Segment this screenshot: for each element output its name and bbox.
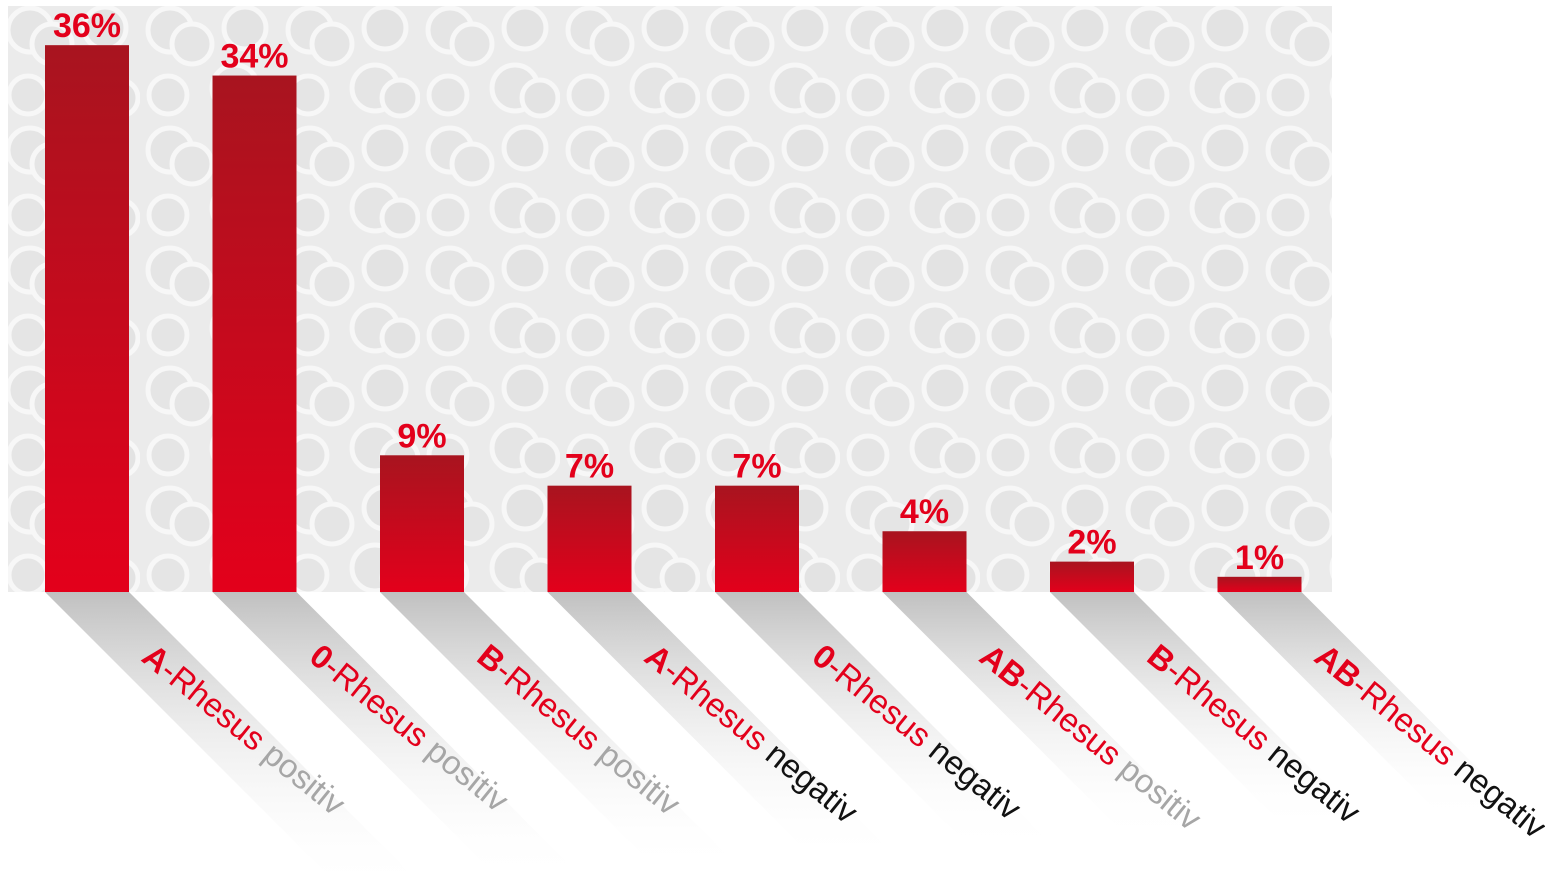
label-shadow-band xyxy=(380,592,744,872)
value-label: 2% xyxy=(1067,524,1116,562)
label-shadow-band xyxy=(1050,592,1374,832)
bar xyxy=(1050,561,1134,592)
bar xyxy=(380,455,464,592)
bar xyxy=(882,531,967,592)
bar xyxy=(45,45,129,592)
label-shadow-band xyxy=(1217,592,1532,822)
bar-group xyxy=(45,45,1302,592)
value-label: 36% xyxy=(53,7,121,45)
label-shadow-band xyxy=(212,592,583,878)
bar xyxy=(715,485,799,592)
label-shadow-band xyxy=(547,592,902,862)
bar xyxy=(1217,576,1302,592)
value-label: 1% xyxy=(1235,539,1284,577)
label-shadow-band xyxy=(45,592,415,878)
value-label: 7% xyxy=(732,448,781,486)
label-shadow-band xyxy=(882,592,1217,842)
value-label: 7% xyxy=(565,448,614,486)
value-label: 9% xyxy=(397,417,446,455)
value-label: 4% xyxy=(900,493,949,531)
bar xyxy=(547,485,632,592)
value-label-group: 36% 34% 9% 7% 7% 4% 2% 1% xyxy=(53,7,1284,577)
value-label: 34% xyxy=(220,38,288,76)
label-shadow-band xyxy=(715,592,1059,852)
bar xyxy=(212,75,297,592)
label-shadow-bands xyxy=(45,592,1532,878)
